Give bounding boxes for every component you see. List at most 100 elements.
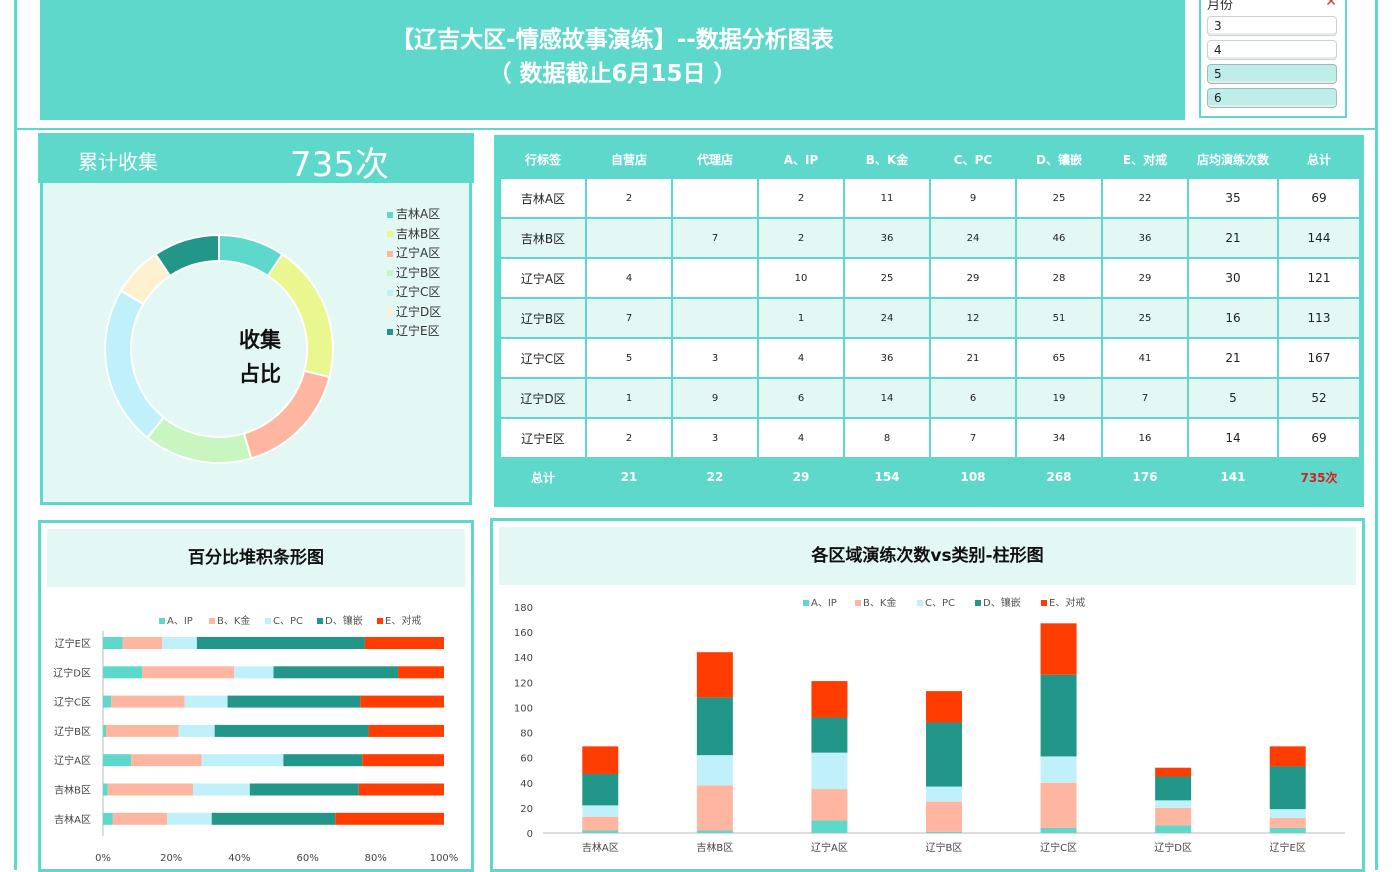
column-segment[interactable] (1269, 766, 1306, 810)
column-header[interactable]: 店均演练次数 (1189, 141, 1277, 177)
bar-segment[interactable] (201, 754, 284, 767)
column-segment[interactable] (582, 746, 619, 774)
column-segment[interactable] (1269, 809, 1306, 818)
bar-segment[interactable] (103, 812, 113, 825)
slicer-item-6[interactable]: 6 (1207, 88, 1337, 108)
column-segment[interactable] (1155, 807, 1192, 826)
donut-slice[interactable] (154, 233, 220, 278)
bar-segment[interactable] (358, 783, 444, 796)
column-segment[interactable] (696, 755, 733, 786)
frame-divider-line (14, 128, 1378, 130)
column-segment[interactable] (582, 773, 619, 806)
bar-segment[interactable] (283, 754, 363, 767)
bar-segment[interactable] (211, 812, 336, 825)
bar-segment[interactable] (103, 724, 107, 737)
column-segment[interactable] (926, 691, 962, 723)
column-segment[interactable] (1155, 767, 1192, 777)
row-label[interactable]: 辽宁D区 (501, 379, 585, 417)
row-label[interactable]: 吉林B区 (501, 219, 585, 257)
bar-segment[interactable] (368, 724, 444, 737)
column-segment[interactable] (696, 652, 733, 698)
column-header[interactable]: 总计 (1279, 141, 1359, 177)
bar-segment[interactable] (398, 666, 444, 679)
category-label: 辽宁E区 (55, 637, 91, 650)
column-segment[interactable] (1269, 746, 1306, 767)
column-segment[interactable] (811, 717, 848, 753)
bar-segment[interactable] (249, 783, 359, 796)
column-header[interactable]: D、镶嵌 (1017, 141, 1101, 177)
column-segment[interactable] (811, 681, 848, 718)
column-segment[interactable] (811, 752, 848, 790)
column-segment[interactable] (1269, 817, 1306, 828)
slicer-item-4[interactable]: 4 (1207, 40, 1337, 60)
bar-segment[interactable] (178, 724, 215, 737)
column-segment[interactable] (926, 801, 962, 832)
column-header[interactable]: 行标签 (501, 141, 585, 177)
column-segment[interactable] (1040, 674, 1077, 757)
bar-segment[interactable] (362, 754, 444, 767)
bar-segment[interactable] (234, 666, 274, 679)
bar-segment[interactable] (103, 783, 108, 796)
slicer-item-5[interactable]: 5 (1207, 64, 1337, 84)
column-segment[interactable] (1155, 776, 1192, 801)
row-label[interactable]: 辽宁C区 (501, 339, 585, 377)
bar-segment[interactable] (196, 637, 365, 649)
bar-segment[interactable] (112, 812, 168, 825)
bar-segment[interactable] (192, 783, 250, 796)
column-segment[interactable] (696, 697, 733, 756)
column-segment[interactable] (1040, 756, 1077, 783)
bar-segment[interactable] (103, 637, 123, 649)
bar-segment[interactable] (103, 754, 132, 767)
row-label[interactable]: 辽宁B区 (501, 299, 585, 337)
column-header[interactable]: 自营店 (587, 141, 671, 177)
column-segment[interactable] (811, 789, 848, 821)
bar-segment[interactable] (335, 812, 444, 825)
legend-item: 辽宁D区 (387, 303, 441, 320)
column-header[interactable]: 代理店 (673, 141, 757, 177)
bar-segment[interactable] (111, 695, 185, 708)
column-segment[interactable] (1269, 827, 1306, 833)
donut-slice[interactable] (145, 416, 253, 464)
bar-segment[interactable] (227, 695, 361, 708)
bar-segment[interactable] (364, 637, 444, 649)
column-segment[interactable] (811, 820, 848, 833)
column-segment[interactable] (1155, 800, 1192, 808)
column-header[interactable]: B、K金 (845, 141, 929, 177)
bar-segment[interactable] (162, 637, 197, 649)
bar-segment[interactable] (131, 754, 202, 767)
column-segment[interactable] (582, 816, 619, 831)
column-segment[interactable] (696, 785, 733, 831)
bar-segment[interactable] (184, 695, 228, 708)
row-label[interactable]: 吉林A区 (501, 179, 585, 217)
bar-segment[interactable] (360, 695, 444, 708)
column-segment[interactable] (926, 786, 962, 802)
slicer-item-3[interactable]: 3 (1207, 16, 1337, 36)
column-segment[interactable] (696, 830, 733, 833)
column-segment[interactable] (1040, 827, 1077, 833)
bar-segment[interactable] (142, 666, 235, 679)
column-segment[interactable] (1040, 623, 1077, 675)
bar-segment[interactable] (107, 783, 193, 796)
row-label[interactable]: 辽宁E区 (501, 419, 585, 457)
column-segment[interactable] (1155, 825, 1192, 833)
filter-clear-icon[interactable]: ✕ (1325, 0, 1337, 10)
column-header[interactable]: C、PC (931, 141, 1015, 177)
bar-segment[interactable] (106, 724, 179, 737)
column-segment[interactable] (582, 805, 619, 817)
column-header[interactable]: A、IP (759, 141, 843, 177)
bar-segment[interactable] (273, 666, 399, 679)
bar-segment[interactable] (214, 724, 369, 737)
row-label[interactable]: 辽宁A区 (501, 259, 585, 297)
column-segment[interactable] (582, 830, 619, 833)
category-label: 辽宁B区 (54, 725, 91, 738)
bar-segment[interactable] (103, 666, 143, 679)
bar-segment[interactable] (103, 695, 112, 708)
bar-segment[interactable] (122, 637, 163, 649)
column-header[interactable]: E、对戒 (1103, 141, 1187, 177)
bar-segment[interactable] (167, 812, 212, 825)
donut-slice[interactable] (104, 289, 166, 440)
column-segment[interactable] (926, 722, 962, 787)
legend-swatch (387, 250, 393, 257)
column-segment[interactable] (926, 831, 962, 833)
column-segment[interactable] (1040, 782, 1077, 828)
